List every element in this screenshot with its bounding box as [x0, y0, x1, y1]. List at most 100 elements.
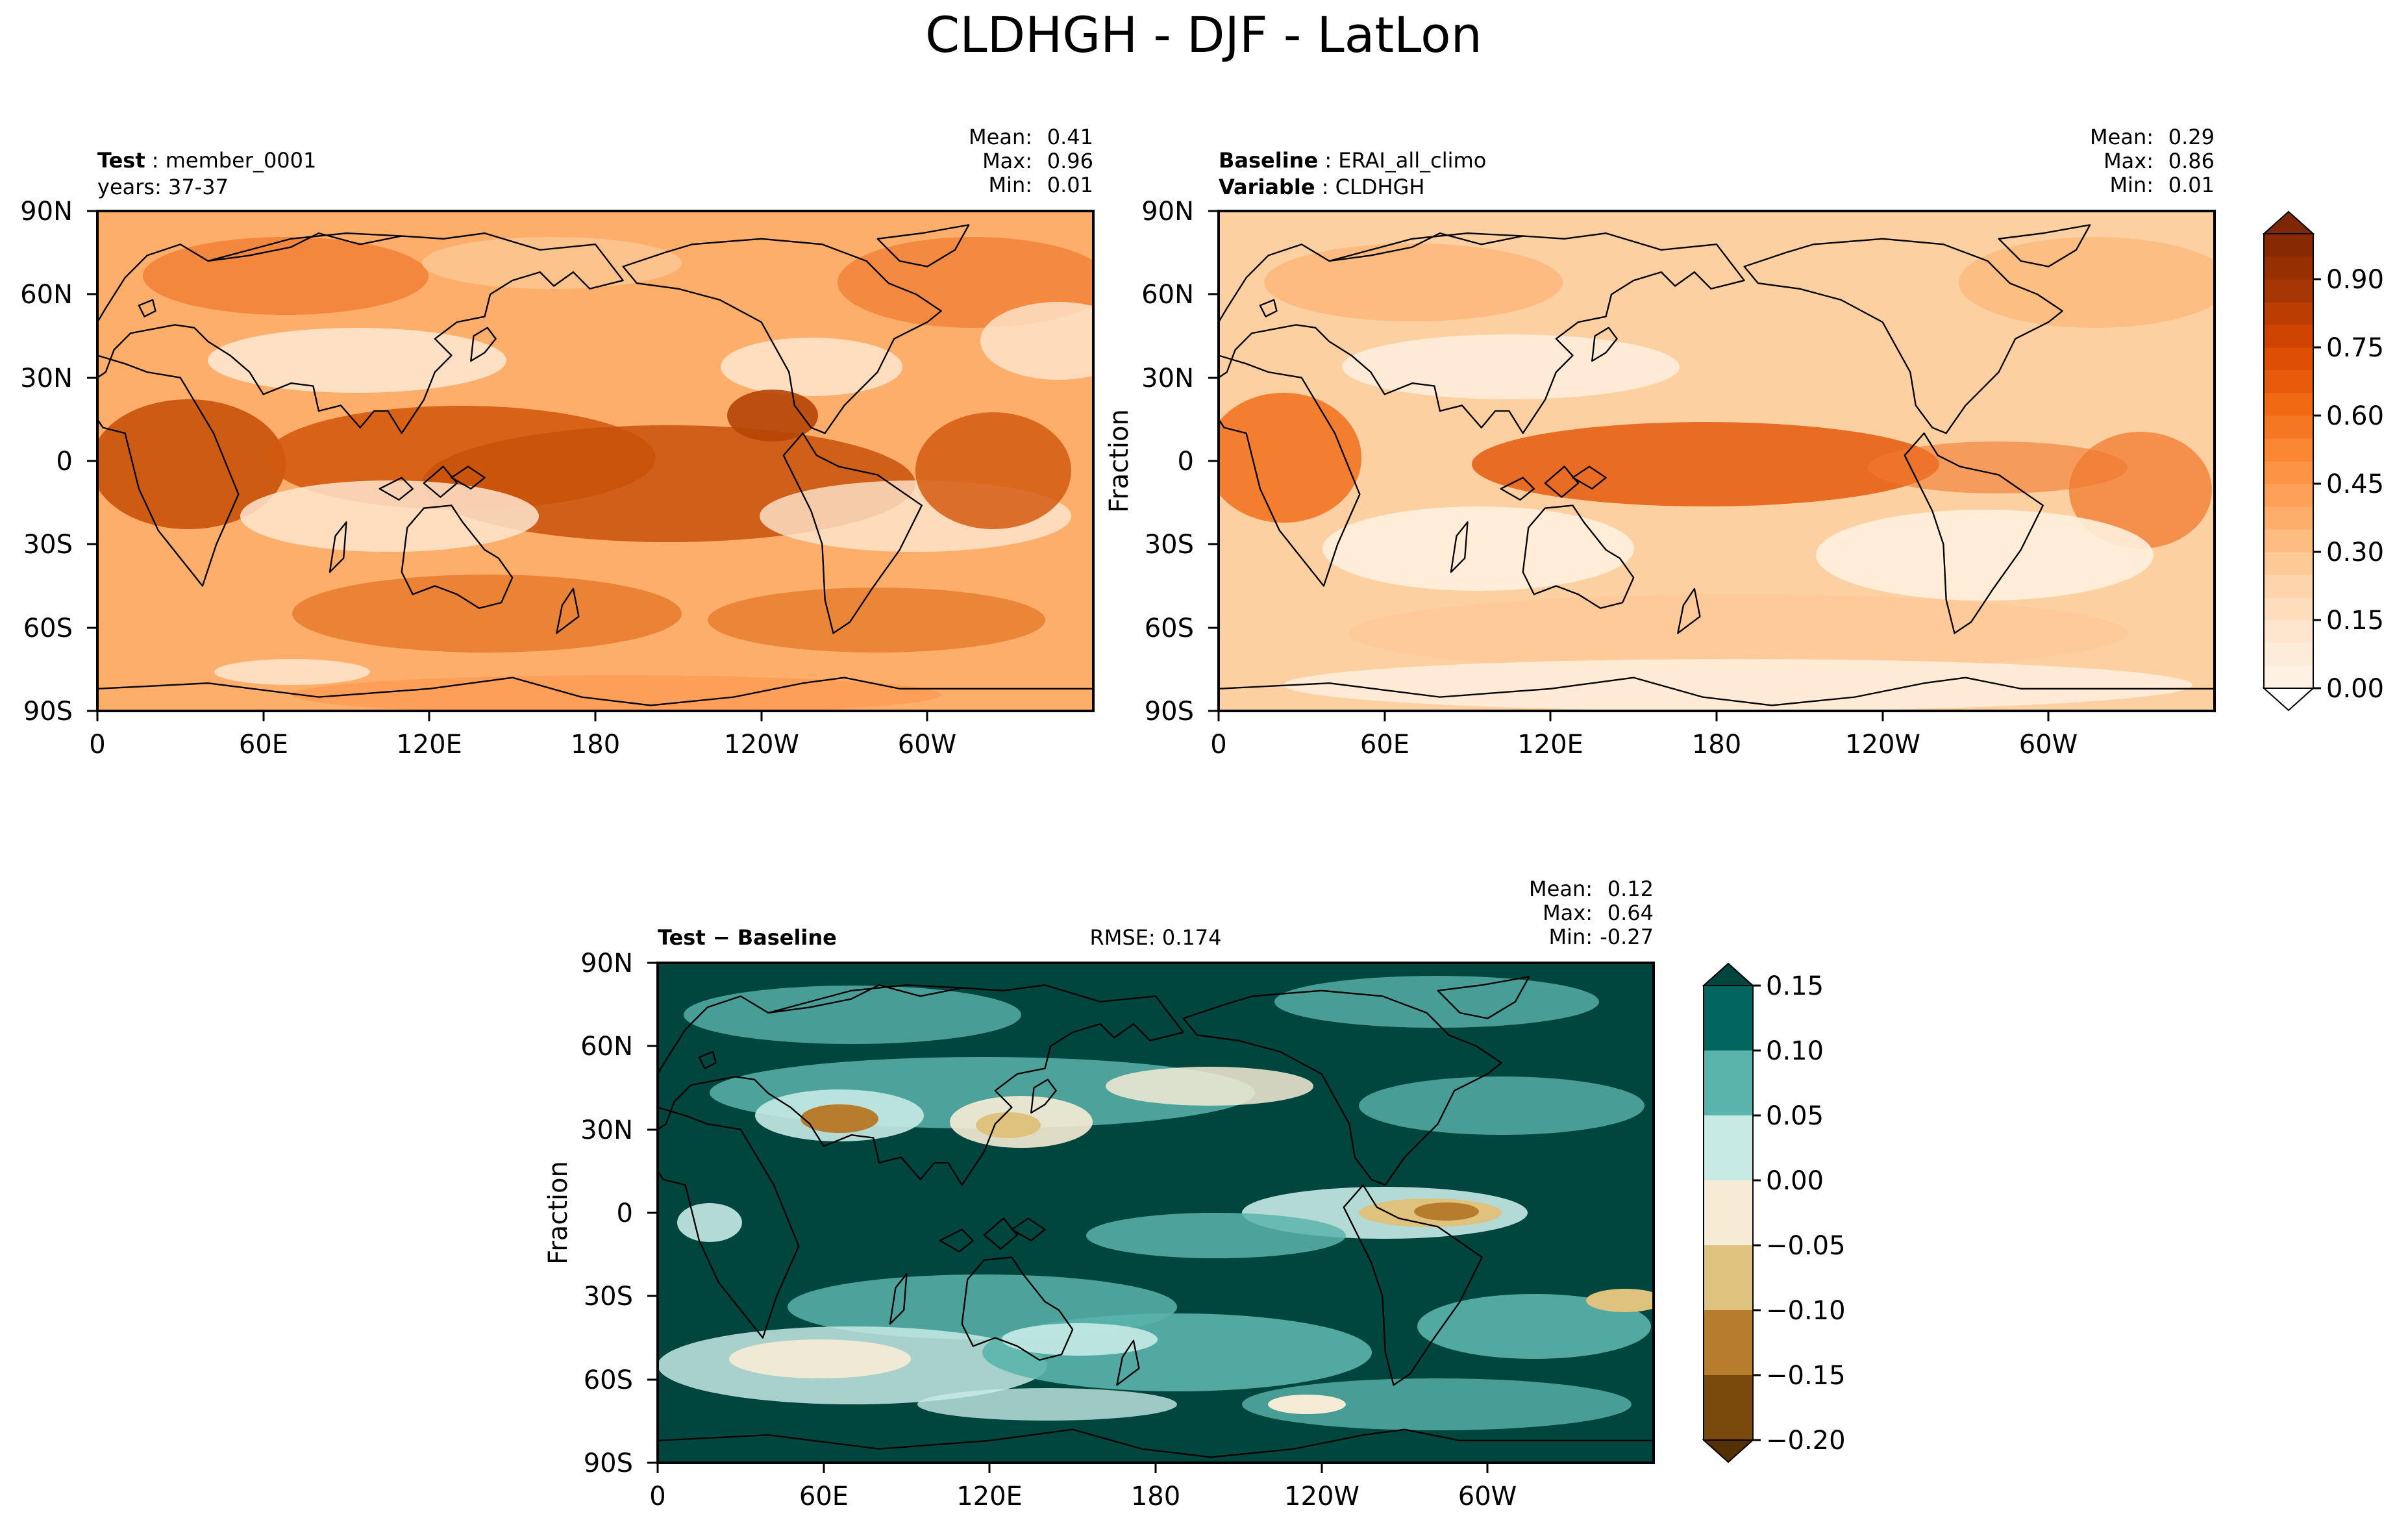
stat-mean-value: 0.41 — [1047, 125, 1093, 149]
colorbar-bin — [2264, 484, 2313, 507]
panel-baseline-variable: Variable : CLDHGH — [1219, 175, 1424, 199]
colorbar-tick: 0.15 — [2326, 606, 2384, 636]
colorbar-difference-frame — [1703, 985, 1754, 1441]
ytick-label: 90N — [580, 949, 633, 978]
colorbar-tick: 0.60 — [2326, 401, 2384, 431]
colorbar-oranges-extend-bottom — [2262, 688, 2315, 712]
stat-mean-value: 0.12 — [1607, 876, 1654, 901]
panel-difference-stats: Mean: 0.12 Max: 0.64 Min: -0.27 — [1529, 876, 1654, 949]
stat-mean-label: Mean: — [1529, 876, 1593, 901]
colorbar-bin — [2264, 416, 2313, 439]
xtick-label: 60W — [2019, 730, 2078, 760]
ytick-label: 0 — [617, 1199, 633, 1228]
colorbar-bin — [1704, 986, 1753, 1051]
panel-test-years: years: 37-37 — [97, 175, 229, 199]
panel-baseline-ylabel: Fraction — [1104, 409, 1134, 513]
colorbar-tick: 0.00 — [2326, 674, 2384, 704]
ytick-label: 90S — [23, 697, 73, 727]
colorbar-oranges: 0.00 0.15 0.30 0.45 0.60 0.75 0.90 — [2262, 210, 2384, 712]
map-baseline — [1219, 211, 2215, 711]
colorbar-oranges-ticks: 0.00 0.15 0.30 0.45 0.60 0.75 0.90 — [2326, 265, 2384, 704]
panel-baseline-variable-bold: Variable — [1219, 175, 1315, 199]
panel-baseline-variable-value: CLDHGH — [1335, 175, 1425, 199]
colorbar-bin — [1704, 1180, 1753, 1246]
panel-test-label-bold: Test — [97, 148, 145, 173]
colorbar-bin — [2264, 325, 2313, 348]
colorbar-tick: 0.90 — [2326, 265, 2384, 295]
panel-difference-label: Test − Baseline — [658, 925, 837, 950]
colorbar-bin — [2264, 393, 2313, 416]
colorbar-tick: 0.30 — [2326, 538, 2384, 567]
stat-max-value: 0.86 — [2168, 149, 2215, 173]
ytick-label: 30S — [1145, 530, 1194, 560]
xtick-label: 180 — [571, 730, 620, 760]
colorbar-bin — [2264, 256, 2313, 280]
xtick-label: 120W — [1845, 730, 1920, 760]
colorbar-bin — [1704, 1115, 1753, 1181]
xtick-label: 60E — [799, 1482, 849, 1511]
ytick-label: 60N — [20, 280, 73, 310]
colorbar-tick: −0.20 — [1766, 1426, 1846, 1456]
colorbar-oranges-bins — [2264, 234, 2321, 690]
panel-baseline-ticks — [1208, 210, 2050, 721]
stat-mean-label: Mean: — [2090, 125, 2154, 149]
panel-difference-rmse: RMSE: 0.174 — [1090, 925, 1222, 950]
ytick-label: 90N — [20, 197, 73, 227]
panel-baseline-stats: Mean: 0.29 Max: 0.86 Min: 0.01 — [2090, 125, 2215, 197]
panel-test-stats: Mean: 0.41 Max: 0.96 Min: 0.01 — [969, 125, 1093, 197]
stat-max-value: 0.64 — [1607, 901, 1654, 925]
stat-min-label: Min: — [2109, 173, 2154, 197]
panel-difference-ylabel: Fraction — [543, 1161, 573, 1265]
colorbar-oranges-frame — [2263, 233, 2314, 689]
xtick-label: 180 — [1131, 1482, 1180, 1511]
panel-difference-xaxis: 0 60E 120E 180 120W 60W — [649, 1482, 1517, 1511]
stat-min-label: Min: — [1548, 925, 1593, 949]
xtick-label: 120W — [724, 730, 799, 760]
panel-baseline: Baseline : ERAI_all_climo Variable : CLD… — [1104, 125, 2216, 760]
xtick-label: 120E — [1517, 730, 1583, 760]
colorbar-bin — [2264, 347, 2313, 371]
ytick-label: 60S — [23, 614, 73, 643]
xtick-label: 60E — [1360, 730, 1409, 760]
panel-baseline-label-value: ERAI_all_climo — [1338, 148, 1486, 173]
colorbar-tick: −0.15 — [1766, 1361, 1846, 1391]
panel-test-xaxis: 0 60E 120E 180 120W 60W — [89, 730, 956, 760]
ytick-label: 30N — [580, 1115, 633, 1145]
xtick-label: 180 — [1692, 730, 1741, 760]
figure-title: CLDHGH - DJF - LatLon — [925, 6, 1482, 64]
xtick-label: 60W — [1458, 1482, 1517, 1511]
colorbar-bin — [2264, 234, 2313, 257]
stat-mean-label: Mean: — [969, 125, 1032, 149]
stat-mean-value: 0.29 — [2168, 125, 2215, 149]
colorbar-bin — [2264, 597, 2313, 621]
panel-test-yaxis: 90N 60N 30N 0 30S 60S 90S — [20, 197, 73, 727]
panel-test-ticks — [87, 210, 928, 721]
ytick-label: 60N — [1141, 280, 1194, 310]
colorbar-bin — [2264, 438, 2313, 462]
colorbar-difference-ticks: 0.15 0.10 0.05 0.00 −0.05 −0.10 −0.15 −0… — [1766, 971, 1846, 1456]
panel-baseline-yaxis: 90N 60N 30N 0 30S 60S 90S — [1141, 197, 1194, 727]
colorbar-bin — [2264, 302, 2313, 325]
ytick-label: 30S — [23, 530, 73, 560]
colorbar-tick: 0.00 — [1766, 1166, 1824, 1196]
panel-difference-yaxis: 90N 60N 30N 0 30S 60S 90S — [580, 949, 633, 1478]
xtick-label: 0 — [89, 730, 105, 760]
ytick-label: 0 — [56, 447, 73, 477]
colorbar-tick: 0.75 — [2326, 333, 2384, 363]
ytick-label: 60N — [580, 1032, 633, 1062]
colorbar-bin — [1704, 1050, 1753, 1116]
colorbar-tick: 0.10 — [1766, 1036, 1824, 1066]
panel-test: Test : member_0001 years: 37-37 Mean: 0.… — [20, 125, 1095, 760]
stat-min-value: -0.27 — [1600, 925, 1654, 949]
colorbar-bin — [2264, 529, 2313, 553]
ytick-label: 60S — [1145, 614, 1194, 643]
ytick-label: 90N — [1141, 197, 1194, 227]
xtick-label: 0 — [1210, 730, 1226, 760]
stat-min-value: 0.01 — [1047, 173, 1093, 197]
ytick-label: 90S — [584, 1448, 633, 1478]
stat-max-value: 0.96 — [1047, 149, 1093, 173]
stat-max-label: Max: — [2104, 149, 2154, 173]
map-difference — [658, 963, 1654, 1463]
xtick-label: 0 — [649, 1482, 665, 1511]
colorbar-bin — [1704, 1310, 1753, 1376]
